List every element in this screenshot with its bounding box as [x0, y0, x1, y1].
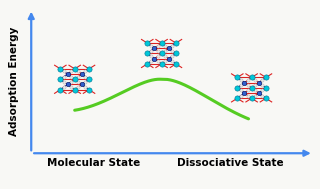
Text: Dissociative State: Dissociative State [177, 158, 283, 168]
Text: Adsorption Energy: Adsorption Energy [9, 26, 19, 136]
Text: Molecular State: Molecular State [47, 158, 140, 168]
